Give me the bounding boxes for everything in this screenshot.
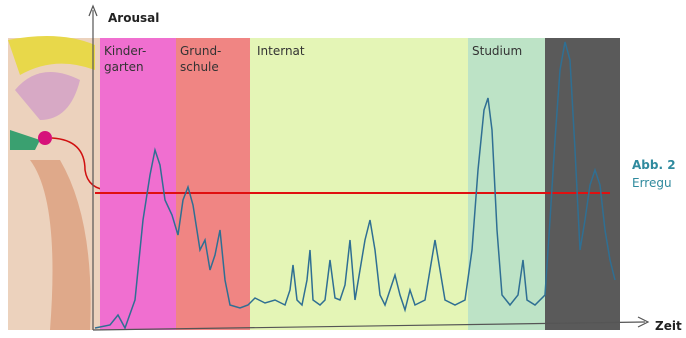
brain-image xyxy=(8,36,112,330)
caption-title: Abb. 2 xyxy=(632,158,676,172)
phase-label: Kinder- xyxy=(104,44,146,58)
phase-label: Studium xyxy=(472,44,522,58)
phase-label: Grund- xyxy=(180,44,221,58)
phase-label: Internat xyxy=(257,44,305,58)
phase-label: schule xyxy=(180,60,219,74)
figure: Arousal Zeit Kinder- garten Grund- schul… xyxy=(0,0,686,338)
caption-text: Erregu xyxy=(632,176,672,190)
phase-bands xyxy=(100,38,620,330)
y-axis-label: Arousal xyxy=(108,11,159,25)
page: Arousal Zeit Kinder- garten Grund- schul… xyxy=(0,0,686,338)
phase-label: garten xyxy=(104,60,144,74)
x-axis-label: Zeit xyxy=(655,319,682,333)
